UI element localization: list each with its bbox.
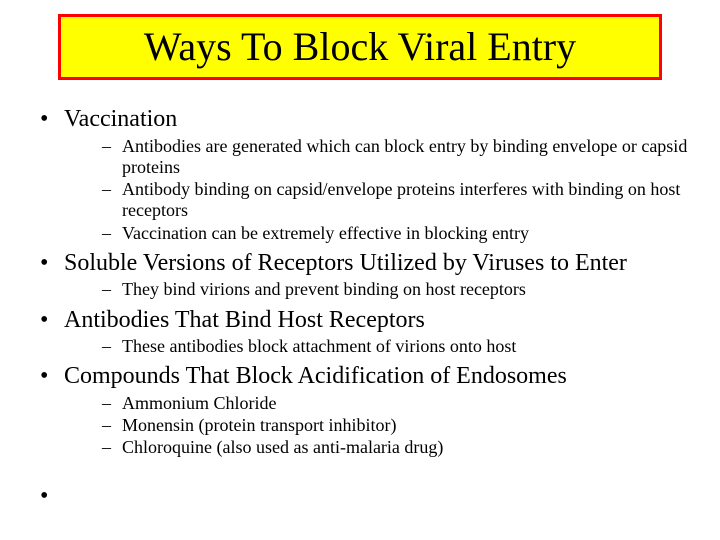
bullet-list-level2: Ammonium Chloride Monensin (protein tran… xyxy=(64,393,696,459)
bullet-list-level2: They bind virions and prevent binding on… xyxy=(64,279,696,300)
bullet-list-level2: These antibodies block attachment of vir… xyxy=(64,336,696,357)
list-item-label: Monensin (protein transport inhibitor) xyxy=(122,415,396,435)
slide-body: Vaccination Antibodies are generated whi… xyxy=(36,100,696,483)
list-item: Antibodies That Bind Host Receptors Thes… xyxy=(36,307,696,358)
list-item: Monensin (protein transport inhibitor) xyxy=(64,415,696,436)
list-item: Antibody binding on capsid/envelope prot… xyxy=(64,179,696,221)
list-item-label: They bind virions and prevent binding on… xyxy=(122,279,526,299)
list-item-label: Compounds That Block Acidification of En… xyxy=(64,363,567,389)
list-item: Chloroquine (also used as anti-malaria d… xyxy=(64,437,696,458)
list-item-label: Antibodies That Bind Host Receptors xyxy=(64,307,425,333)
list-item: Compounds That Block Acidification of En… xyxy=(36,363,696,458)
list-item-label: Antibody binding on capsid/envelope prot… xyxy=(122,179,680,220)
slide: Ways To Block Viral Entry Vaccination An… xyxy=(0,0,720,540)
title-box: Ways To Block Viral Entry xyxy=(58,14,662,80)
list-item-label: Ammonium Chloride xyxy=(122,393,277,413)
bullet-list-level2: Antibodies are generated which can block… xyxy=(64,136,696,244)
bullet-list-level1: Vaccination Antibodies are generated whi… xyxy=(36,106,696,459)
list-item-label: Soluble Versions of Receptors Utilized b… xyxy=(64,250,627,276)
list-item: They bind virions and prevent binding on… xyxy=(64,279,696,300)
list-item: Ammonium Chloride xyxy=(64,393,696,414)
list-item-label: These antibodies block attachment of vir… xyxy=(122,336,516,356)
list-item: Antibodies are generated which can block… xyxy=(64,136,696,178)
list-item: Soluble Versions of Receptors Utilized b… xyxy=(36,250,696,301)
list-item-label: Antibodies are generated which can block… xyxy=(122,136,687,177)
slide-title: Ways To Block Viral Entry xyxy=(144,26,576,68)
list-item-label: Vaccination can be extremely effective i… xyxy=(122,223,529,243)
list-item: Vaccination Antibodies are generated whi… xyxy=(36,106,696,244)
list-item: Vaccination can be extremely effective i… xyxy=(64,223,696,244)
list-item-label: Chloroquine (also used as anti-malaria d… xyxy=(122,437,443,457)
list-item-label: Vaccination xyxy=(64,106,177,132)
list-item: These antibodies block attachment of vir… xyxy=(64,336,696,357)
